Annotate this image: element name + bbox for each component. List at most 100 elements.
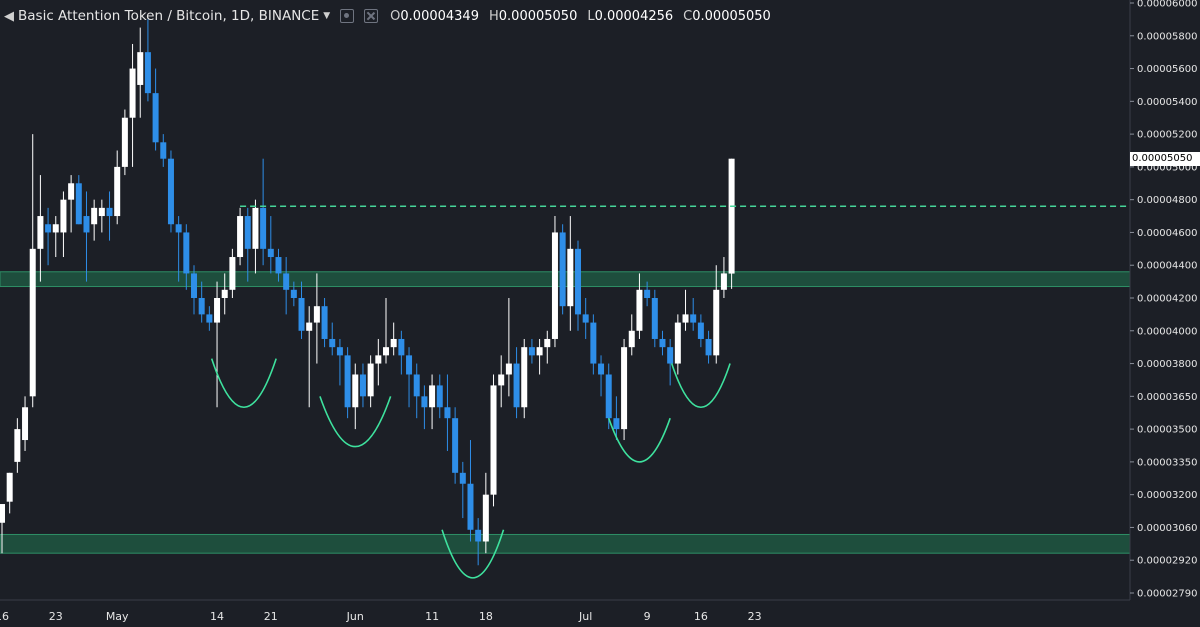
candle-body [651, 298, 658, 339]
x-tick-label: 16 [0, 610, 9, 623]
close-label: C [683, 8, 693, 24]
x-tick-label: 21 [264, 610, 278, 623]
candle-body [590, 322, 597, 364]
candle-body [644, 289, 651, 298]
candle-body [459, 472, 466, 484]
candle-body [421, 396, 428, 408]
candle-body [344, 355, 351, 408]
candle-body [690, 314, 697, 323]
y-tick-label: 0.00004200 [1137, 294, 1197, 305]
candle-body [697, 322, 704, 339]
candle-body [375, 355, 382, 364]
remove-icon[interactable] [364, 9, 379, 23]
symbol-menu[interactable]: Basic Attention Token / Bitcoin, 1D, BIN… [18, 8, 330, 24]
candle-body [45, 224, 52, 233]
candle-body [528, 347, 535, 356]
y-tick-label: 0.00004600 [1137, 228, 1197, 239]
open-label: O [390, 8, 401, 24]
candle-body [505, 363, 512, 375]
candle-body [659, 338, 666, 348]
rounding-bottom-arc [607, 417, 671, 463]
candle-body [674, 322, 681, 364]
candle-body [613, 418, 620, 430]
x-tick-label: Jun [346, 610, 364, 623]
chevron-down-icon: ▼ [323, 11, 331, 21]
visibility-icon[interactable] [340, 9, 355, 23]
candle-body [390, 338, 397, 348]
candle-body [221, 289, 228, 298]
y-tick-label: 0.00005000 [1137, 162, 1197, 173]
candle-body [398, 338, 405, 356]
x-tick-label: 16 [694, 610, 708, 623]
y-tick-label: 0.00003350 [1137, 457, 1197, 468]
candle-body [298, 298, 305, 331]
open-value: 0.00004349 [400, 8, 479, 24]
support-zone [0, 533, 1131, 554]
candle-body [52, 224, 59, 233]
candle-body [582, 314, 589, 323]
ohlc-readout: O0.00004349 H0.00005050 L0.00004256 C0.0… [390, 9, 771, 24]
y-tick-label: 0.00004800 [1137, 195, 1197, 206]
candle-body [252, 207, 259, 249]
candle-body [83, 216, 90, 233]
candle-body [513, 363, 520, 408]
candle-body [575, 248, 581, 315]
candle-body [521, 347, 528, 408]
candle-body [605, 374, 612, 419]
y-tick-label: 0.00003650 [1137, 392, 1197, 403]
candle-body [475, 529, 482, 542]
candle-body [22, 407, 29, 441]
candle-body [244, 216, 251, 249]
candle-body [621, 347, 628, 430]
candle-body [198, 298, 205, 315]
candle-body [175, 224, 182, 233]
candle-body [191, 273, 197, 298]
candle-body [75, 183, 82, 225]
candle-body [336, 347, 343, 356]
candle-body [321, 306, 328, 339]
candle-body [705, 338, 712, 356]
candle-body [29, 248, 36, 397]
candle-body [444, 407, 451, 419]
x-tick-label: 18 [479, 610, 493, 623]
x-tick-label: 23 [748, 610, 762, 623]
candle-body [0, 504, 5, 523]
candle-body [383, 347, 389, 356]
candle-body [359, 374, 366, 397]
candle-body [275, 257, 282, 274]
candle-body [183, 232, 190, 274]
candle-body [352, 374, 359, 408]
candle-body [167, 158, 174, 225]
x-tick-label: 14 [210, 610, 224, 623]
candle-body [713, 289, 720, 356]
y-tick-label: 0.00003060 [1137, 523, 1197, 534]
candle-body [559, 232, 566, 307]
rounding-bottom-arc [319, 396, 392, 448]
symbol-title: Basic Attention Token / Bitcoin, 1D, BIN… [18, 8, 320, 24]
x-tick-label: 23 [49, 610, 63, 623]
candle-body [129, 68, 136, 118]
collapse-arrow-icon[interactable]: ◀ [4, 8, 14, 24]
candle-body [229, 257, 236, 290]
candle-body [452, 418, 459, 473]
candle-body [667, 347, 674, 364]
candle-body [290, 289, 297, 298]
candle-body [206, 314, 213, 323]
candle-body [6, 472, 13, 502]
candle-body [567, 248, 574, 307]
candle-body [413, 374, 420, 397]
candle-body [237, 216, 244, 258]
rounding-bottom-arc [441, 529, 505, 579]
candle-body [406, 355, 413, 375]
candle-body [260, 207, 267, 249]
close-value: 0.00005050 [692, 8, 771, 24]
low-label: L [587, 8, 595, 24]
chart-header: ◀ Basic Attention Token / Bitcoin, 1D, B… [0, 3, 771, 29]
y-tick-label: 0.00005600 [1137, 64, 1197, 75]
high-value: 0.00005050 [498, 8, 578, 24]
candle-body [367, 363, 374, 397]
candle-body [498, 374, 505, 386]
candle-body [283, 273, 290, 290]
